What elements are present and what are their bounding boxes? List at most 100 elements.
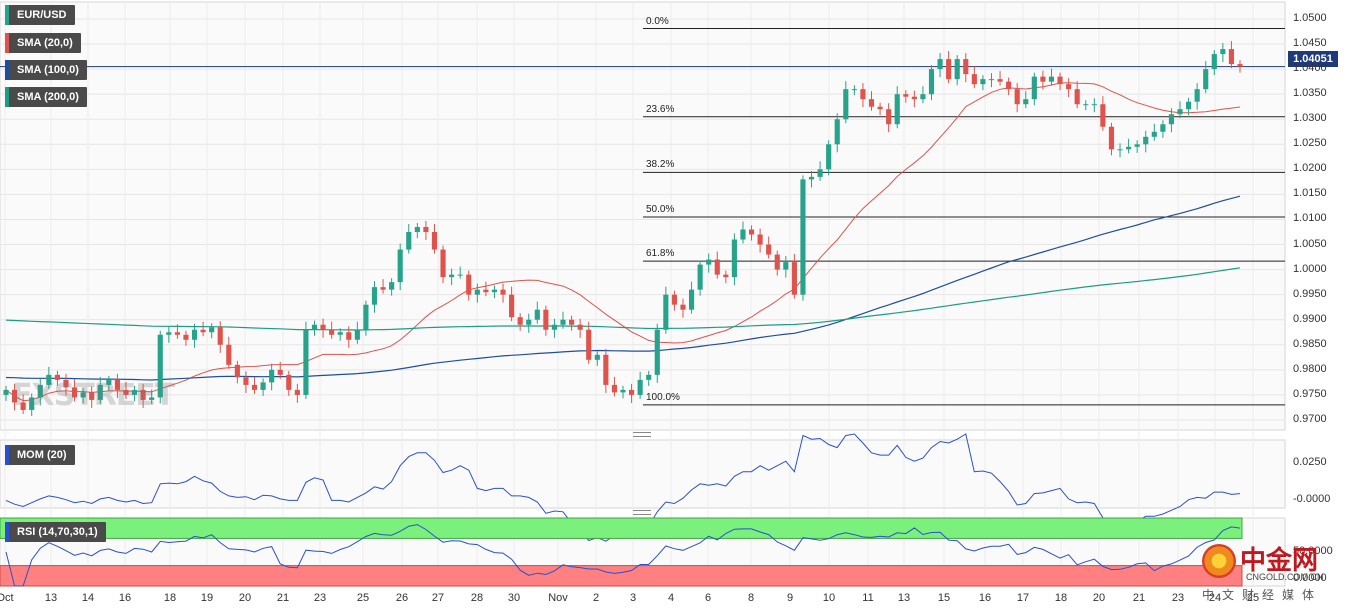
- candle-body: [517, 317, 523, 325]
- x-tick-label: 8: [747, 592, 755, 604]
- x-tick-label: 17: [1016, 592, 1030, 604]
- rsi-line: [5, 524, 1241, 587]
- legend-pair[interactable]: EUR/USD: [5, 5, 75, 25]
- x-tick-label: 13: [897, 592, 911, 604]
- candle-body: [406, 232, 412, 250]
- x-tick-label: 18: [163, 592, 177, 604]
- candle-body: [1228, 49, 1235, 65]
- x-tick-label: 4: [667, 592, 675, 604]
- sma100-line: [5, 195, 1241, 381]
- y-tick-label: 1.0100: [1293, 212, 1327, 225]
- legend-swatch: [5, 60, 9, 80]
- candle-body: [1220, 49, 1226, 55]
- y-tick-label: 1.0300: [1293, 112, 1327, 125]
- candle-body: [431, 232, 438, 250]
- candle-body: [226, 344, 232, 365]
- panel-resize-handle[interactable]: [633, 432, 651, 437]
- candle-body: [1194, 89, 1200, 102]
- legend-sma20[interactable]: SMA (20,0): [5, 33, 81, 53]
- candle-body: [937, 59, 943, 70]
- candle-body: [269, 369, 275, 383]
- y-tick-label: 1.0350: [1293, 87, 1327, 100]
- x-tick-label: Oct: [0, 592, 14, 604]
- candle-body: [740, 229, 746, 240]
- x-tick-label: 18: [1054, 592, 1068, 604]
- candle-body: [894, 94, 900, 125]
- candle-body: [791, 262, 797, 295]
- candle-body: [1203, 69, 1209, 90]
- logo-en-text: CNGOLD.COM.CN: [1246, 572, 1324, 582]
- y-tick-label: 1.0500: [1293, 12, 1327, 24]
- candle-body: [997, 79, 1003, 82]
- fib-label: 100.0%: [646, 391, 680, 403]
- candle-body: [594, 354, 600, 360]
- candle-body: [131, 389, 138, 395]
- candle-body: [1014, 89, 1020, 105]
- candle-body: [1031, 76, 1037, 100]
- x-tick-label: 21: [276, 592, 290, 604]
- candle-body: [569, 319, 575, 325]
- candle-body: [389, 282, 395, 290]
- candle-body: [380, 287, 386, 290]
- fib-label: 61.8%: [646, 248, 675, 260]
- candle-body: [234, 364, 240, 378]
- x-tick-label: 16: [118, 592, 132, 604]
- fibonacci-levels: [0, 28, 1285, 406]
- legend-sma200[interactable]: SMA (200,0): [5, 87, 87, 107]
- legend-sma100[interactable]: SMA (100,0): [5, 60, 87, 80]
- candle-body: [114, 379, 120, 390]
- candle-body: [457, 274, 463, 276]
- candle-body: [29, 397, 35, 410]
- legend-rsi[interactable]: RSI (14,70,30,1): [5, 522, 106, 542]
- x-tick-label: 24: [1208, 592, 1222, 604]
- legend-mom[interactable]: MOM (20): [5, 445, 75, 465]
- legend-swatch: [5, 33, 9, 53]
- candle-body: [1074, 89, 1080, 105]
- candle-body: [320, 324, 326, 330]
- candle-body: [183, 334, 189, 340]
- candle-body: [526, 319, 532, 325]
- legend-rsi-label: RSI (14,70,30,1): [17, 526, 98, 538]
- rsi-overbought-zone: [0, 517, 1243, 539]
- candle-body: [363, 304, 369, 330]
- legend-mom-label: MOM (20): [17, 449, 67, 461]
- candle-body: [843, 89, 849, 120]
- candle-body: [346, 332, 352, 340]
- candle-body: [577, 324, 583, 330]
- x-tick-label: 25: [1246, 592, 1260, 604]
- logo-media-text: 中文财经媒体: [1202, 588, 1323, 602]
- rsi-panel: [0, 517, 1243, 587]
- mom-y-tick-label: -0.0000: [1293, 493, 1331, 506]
- candle-body: [620, 389, 626, 393]
- x-tick-label: Nov: [548, 592, 568, 604]
- candle-body: [817, 169, 823, 177]
- candle-body: [543, 309, 549, 330]
- panel-resize-handle[interactable]: [633, 510, 651, 515]
- candle-body: [654, 329, 660, 375]
- candle-body: [286, 374, 292, 390]
- fib-label: 50.0%: [646, 203, 675, 215]
- candle-body: [54, 374, 60, 380]
- x-tick-label: 13: [44, 592, 58, 604]
- fxstreet-watermark: FXSTREET: [12, 378, 175, 413]
- candle-body: [1066, 84, 1072, 90]
- candle-body: [731, 239, 737, 278]
- candle-body: [294, 389, 300, 395]
- legend-sma100-label: SMA (100,0): [17, 64, 79, 76]
- candle-body: [971, 74, 977, 85]
- candle-body: [371, 287, 378, 305]
- candle-body: [800, 179, 806, 295]
- x-tick-label: 9: [786, 592, 794, 604]
- candle-body: [628, 389, 635, 395]
- x-tick-label: 6: [704, 592, 712, 604]
- y-tick-label: 0.9750: [1293, 387, 1327, 400]
- x-tick-label: 11: [862, 592, 874, 604]
- candlesticks: [3, 41, 1243, 416]
- candle-body: [1186, 101, 1192, 110]
- candle-body: [868, 99, 875, 107]
- candle-body: [757, 234, 763, 245]
- x-tick-label: 21: [1132, 592, 1146, 604]
- rsi-oversold-zone: [0, 565, 1243, 587]
- candle-body: [1083, 104, 1089, 106]
